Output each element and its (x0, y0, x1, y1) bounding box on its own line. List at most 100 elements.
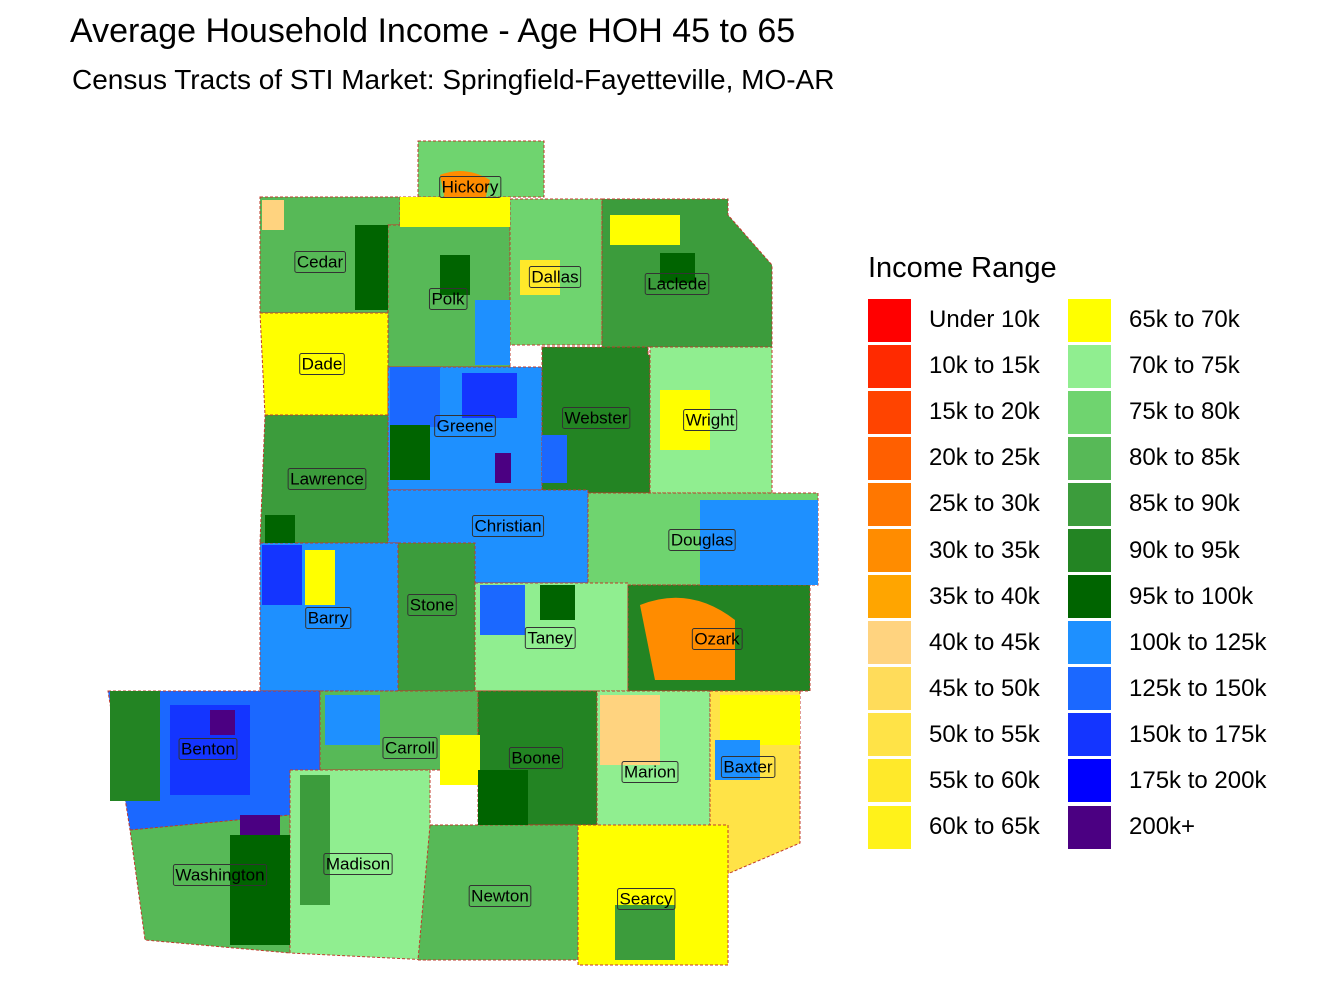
county-name: Webster (565, 408, 628, 427)
county-label-newton: Newton (468, 884, 532, 907)
legend-label: 60k to 65k (929, 813, 1040, 841)
map-title: Average Household Income - Age HOH 45 to… (70, 12, 796, 50)
legend-swatch (868, 436, 911, 480)
legend-swatch (1068, 344, 1111, 388)
county-name: Cedar (297, 252, 344, 271)
legend-label: 150k to 175k (1129, 720, 1267, 748)
legend-swatch (868, 575, 911, 619)
legend-label: 70k to 75k (1129, 352, 1240, 380)
legend-item: 45k to 50k (868, 666, 1068, 712)
legend-item: 65k to 70k (1068, 297, 1288, 343)
county-label-dallas: Dallas (528, 265, 582, 288)
legend-swatch (1068, 298, 1111, 342)
county-label-box (439, 175, 502, 198)
county-name: Madison (326, 854, 390, 873)
county-name: Boone (511, 748, 560, 767)
legend-item: 60k to 65k (868, 804, 1068, 850)
tract-patch (110, 691, 160, 801)
tract-patch (305, 550, 335, 605)
tract-patch (462, 373, 517, 418)
legend-swatch (1068, 667, 1111, 711)
county-label-box (434, 414, 496, 437)
county-label-hickory: Hickory (439, 175, 502, 198)
legend-label: 25k to 30k (929, 490, 1040, 518)
tract-patch (440, 171, 490, 205)
tract-patch (660, 253, 695, 283)
county-label-douglas: Douglas (668, 528, 736, 551)
tract-patch (475, 300, 510, 365)
legend-label: 125k to 150k (1129, 674, 1267, 702)
county-name: Dallas (531, 267, 578, 286)
county-label-box (178, 737, 238, 760)
legend-item: 55k to 60k (868, 758, 1068, 804)
legend-swatch (1068, 805, 1111, 849)
county-label-box (287, 467, 367, 490)
county-name: Taney (527, 628, 573, 647)
county-label-marion: Marion (621, 760, 679, 783)
legend-swatch (1068, 390, 1111, 434)
county-label-baxter: Baxter (720, 755, 776, 778)
tract-patch (640, 597, 735, 680)
county-name: Stone (410, 595, 454, 614)
legend-label: 30k to 35k (929, 536, 1040, 564)
legend-swatch (868, 805, 911, 849)
legend-item: 75k to 80k (1068, 389, 1288, 435)
county-label-box (382, 736, 438, 759)
legend-label: 45k to 50k (929, 674, 1040, 702)
tract-patch (325, 695, 380, 745)
legend-item: 150k to 175k (1068, 712, 1288, 758)
legend-swatch (1068, 713, 1111, 757)
county-name: Laclede (647, 274, 707, 293)
legend-label: 200k+ (1129, 813, 1196, 841)
tract-patch (610, 215, 680, 245)
legend-swatch (1068, 759, 1111, 803)
legend-label: 20k to 25k (929, 444, 1040, 472)
legend-label: 35k to 40k (929, 582, 1040, 610)
county-name: Searcy (620, 889, 673, 908)
county-label-lawrence: Lawrence (287, 467, 367, 490)
county-name: Carroll (385, 738, 435, 757)
legend-item: 200k+ (1068, 804, 1288, 850)
county-label-ozark: Ozark (691, 627, 743, 650)
tract-patch (540, 585, 575, 620)
tract-patch (240, 815, 280, 835)
legend-label: 100k to 125k (1129, 628, 1267, 656)
county-label-carroll: Carroll (382, 736, 438, 759)
county-label-searcy: Searcy (617, 887, 676, 910)
county-label-box (621, 760, 679, 783)
legend-label: 55k to 60k (929, 766, 1040, 794)
county-name: Marion (624, 762, 676, 781)
legend-item: 40k to 45k (868, 620, 1068, 666)
legend-item: 90k to 95k (1068, 527, 1288, 573)
county-name: Benton (181, 739, 235, 758)
county-label-christian: Christian (471, 514, 545, 537)
county-label-greene: Greene (434, 414, 496, 437)
county-label-box (323, 852, 393, 875)
county-name: Washington (175, 865, 264, 884)
legend-swatch (868, 482, 911, 526)
county-label-webster: Webster (562, 406, 631, 429)
county-label-cedar: Cedar (294, 250, 346, 273)
county-name: Lawrence (290, 469, 364, 488)
tract-patch (390, 425, 430, 480)
tract-patch (210, 710, 235, 735)
county-name: Wright (686, 410, 735, 429)
county-name: Christian (474, 516, 541, 535)
county-name: Barry (308, 608, 349, 627)
legend-swatch (1068, 529, 1111, 573)
legend-item: 100k to 125k (1068, 620, 1288, 666)
tract-detail-patches (110, 171, 818, 960)
county-name: Newton (471, 886, 529, 905)
legend-swatch (868, 759, 911, 803)
county-label-benton: Benton (178, 737, 238, 760)
tract-patch (440, 255, 470, 295)
tract-patch (355, 225, 388, 310)
county-label-box (617, 887, 676, 910)
legend-label: 85k to 90k (1129, 490, 1240, 518)
county-label-box (683, 408, 738, 431)
county-name: Greene (437, 416, 494, 435)
county-label-box (299, 352, 345, 375)
tract-patch (390, 367, 440, 427)
legend-item: 15k to 20k (868, 389, 1068, 435)
county-name: Douglas (671, 530, 733, 549)
